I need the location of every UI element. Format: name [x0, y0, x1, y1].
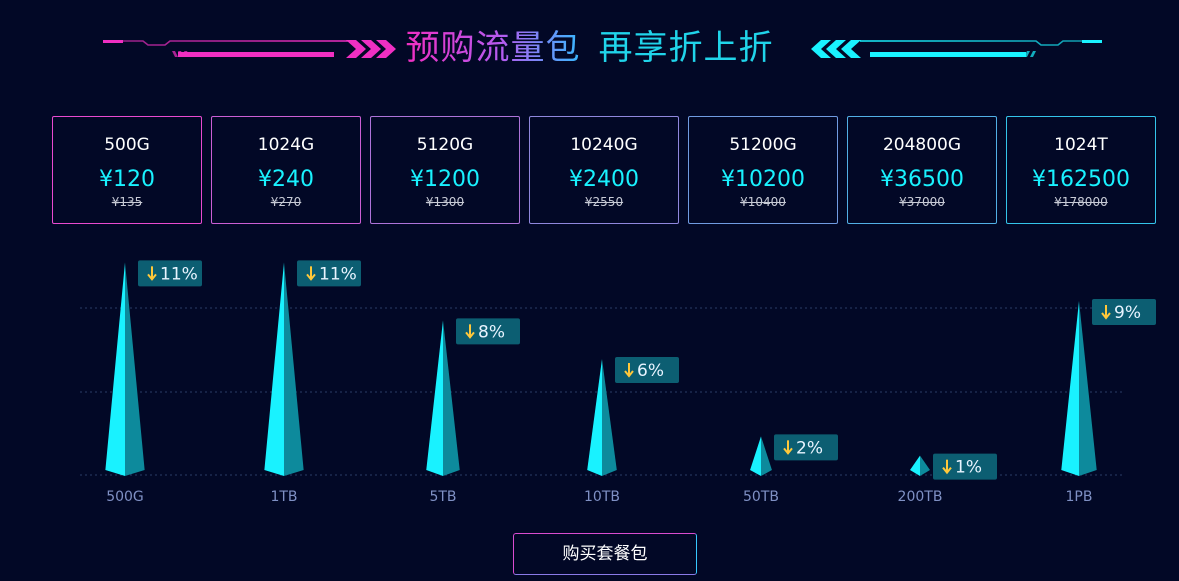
package-original-price: ¥2550	[584, 195, 624, 209]
package-price: ¥120	[99, 167, 155, 192]
discount-label: 1%	[955, 458, 982, 478]
package-price: ¥1200	[410, 167, 480, 192]
package-price: ¥36500	[880, 167, 964, 192]
package-size: 10240G	[570, 135, 638, 155]
down-arrow-icon	[1101, 305, 1111, 320]
discount-badge: 11%	[297, 260, 361, 287]
package-price: ¥162500	[1032, 167, 1130, 192]
down-arrow-icon	[465, 324, 475, 339]
spike-bar	[426, 320, 460, 476]
package-card-5120g[interactable]: 5120G ¥1200 ¥1300	[370, 116, 520, 224]
page-title: 预购流量包 再享折上折	[0, 26, 1179, 70]
discount-label: 2%	[796, 438, 823, 458]
header-banner	[103, 40, 1102, 58]
package-size: 1024G	[257, 135, 315, 155]
down-arrow-icon	[624, 363, 634, 378]
package-card-1024g[interactable]: 1024G ¥240 ¥270	[211, 116, 361, 224]
title-part1: 预购流量包	[405, 28, 581, 68]
down-arrow-icon	[783, 440, 793, 455]
package-card-51200g[interactable]: 51200G ¥10200 ¥10400	[688, 116, 838, 224]
package-price: ¥10200	[721, 167, 805, 192]
title-part2: 再享折上折	[598, 28, 774, 68]
category-label: 5TB	[429, 489, 456, 505]
package-original-price: ¥1300	[425, 195, 465, 209]
package-size: 5120G	[416, 135, 474, 155]
discount-label: 11%	[319, 264, 357, 284]
package-original-price: ¥270	[270, 195, 302, 209]
package-original-price: ¥10400	[740, 195, 786, 209]
category-label: 500G	[106, 489, 144, 505]
package-price: ¥240	[258, 167, 314, 192]
discount-badge: 1%	[933, 453, 997, 480]
discount-badge: 2%	[774, 434, 838, 461]
down-arrow-icon	[306, 266, 316, 281]
down-arrow-icon	[942, 459, 952, 475]
discount-label: 8%	[478, 322, 505, 342]
discount-label: 9%	[1114, 303, 1141, 323]
spike-bar	[910, 455, 930, 476]
discount-badge: 6%	[615, 357, 679, 383]
package-card-204800g[interactable]: 204800G ¥36500 ¥37000	[847, 116, 997, 224]
package-card-10240g[interactable]: 10240G ¥2400 ¥2550	[529, 116, 679, 224]
category-label: 50TB	[743, 489, 779, 505]
package-size: 500G	[104, 135, 150, 155]
discount-badge: 9%	[1092, 299, 1156, 325]
discount-label: 11%	[160, 264, 198, 284]
category-label: 200TB	[898, 489, 943, 505]
category-label: 1PB	[1066, 489, 1093, 505]
spike-bar	[1061, 301, 1097, 476]
spike-bar	[105, 262, 145, 476]
spike-bar	[750, 436, 772, 476]
buy-package-button[interactable]: 购买套餐包	[513, 533, 697, 575]
header-right-decoration	[811, 40, 1102, 58]
package-original-price: ¥37000	[899, 195, 945, 209]
spike-bar	[587, 359, 617, 476]
package-cards: 500G ¥120 ¥135 1024G ¥240 ¥270 5120G ¥12…	[52, 116, 1156, 224]
package-size: 204800G	[882, 135, 962, 155]
package-card-500g[interactable]: 500G ¥120 ¥135	[52, 116, 202, 224]
header-left-decoration	[103, 40, 396, 58]
package-size: 51200G	[729, 135, 797, 155]
package-original-price: ¥178000	[1054, 195, 1108, 209]
package-original-price: ¥135	[111, 195, 143, 209]
discount-chart: 11% 500G 11% 1TB 8% 5TB 6% 10TB 2% 50TB 1% 200TB 9% 1…	[80, 260, 1156, 505]
spike-bar	[264, 262, 304, 476]
package-card-1024t[interactable]: 1024T ¥162500 ¥178000	[1006, 116, 1156, 224]
package-size: 1024T	[1054, 135, 1108, 155]
down-arrow-icon	[147, 266, 157, 281]
package-price: ¥2400	[569, 167, 639, 192]
discount-badge: 11%	[138, 260, 202, 287]
category-label: 1TB	[270, 489, 297, 505]
category-label: 10TB	[584, 489, 620, 505]
discount-label: 6%	[637, 361, 664, 381]
discount-badge: 8%	[456, 318, 520, 345]
